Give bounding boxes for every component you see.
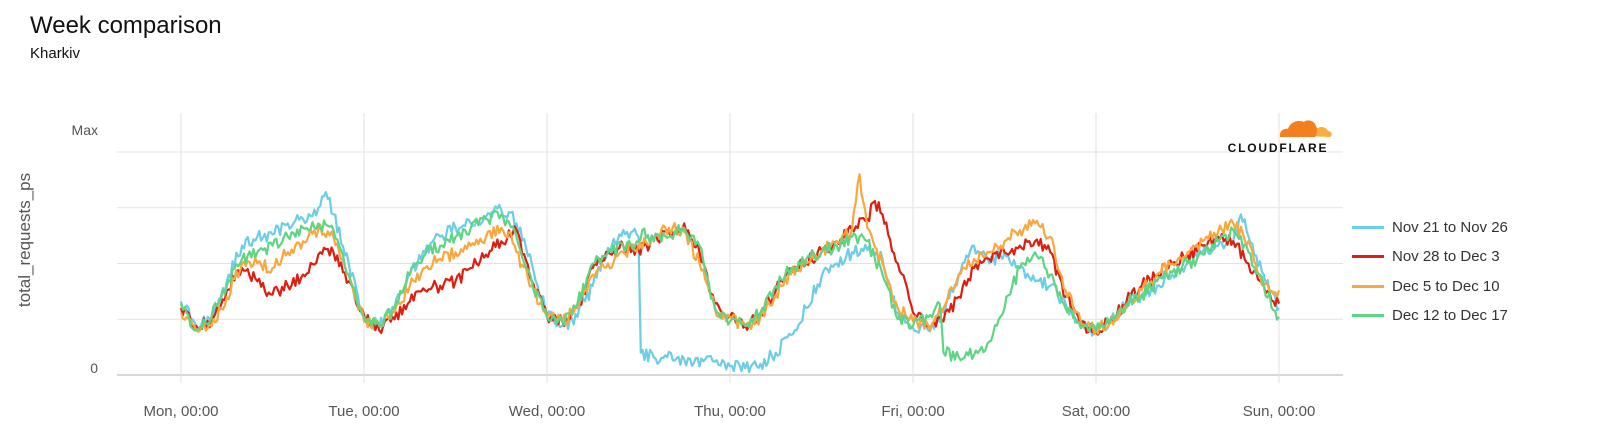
logo-text: CLOUDFLARE xyxy=(1227,141,1329,155)
y-axis-label: total_requests_ps xyxy=(10,140,40,340)
x-tick-label: Tue, 00:00 xyxy=(328,403,400,420)
series-lines xyxy=(179,173,1281,374)
y-axis-label-text: total_requests_ps xyxy=(15,172,34,308)
legend-swatch xyxy=(1352,225,1384,229)
legend-swatch xyxy=(1352,314,1384,317)
legend-item[interactable]: Nov 21 to Nov 26 xyxy=(1352,213,1508,241)
chart-subtitle: Kharkiv xyxy=(30,45,81,62)
grid xyxy=(117,113,1343,383)
x-tick-label: Fri, 00:00 xyxy=(881,403,945,420)
legend-item[interactable]: Nov 28 to Dec 3 xyxy=(1352,243,1508,271)
y-tick-max: Max xyxy=(71,122,98,138)
x-tick-label: Sat, 00:00 xyxy=(1061,403,1131,420)
cloud-icon xyxy=(1279,120,1332,137)
chart-title: Week comparison xyxy=(30,12,222,39)
chart-legend: Nov 21 to Nov 26 Nov 28 to Dec 3 Dec 5 to … xyxy=(1352,213,1508,331)
x-tick-label: Wed, 00:00 xyxy=(508,403,586,420)
legend-item[interactable]: Dec 5 to Dec 10 xyxy=(1352,272,1508,300)
legend-label: Dec 5 to Dec 10 xyxy=(1392,277,1500,295)
x-tick-label: Thu, 00:00 xyxy=(694,403,766,420)
series-line xyxy=(179,209,1280,362)
x-tick-label: Sun, 00:00 xyxy=(1242,403,1316,420)
x-tick-label: Mon, 00:00 xyxy=(143,403,219,420)
legend-label: Nov 28 to Dec 3 xyxy=(1392,248,1500,265)
legend-label: Nov 21 to Nov 26 xyxy=(1392,218,1508,236)
legend-swatch xyxy=(1352,284,1384,288)
y-tick-zero: 0 xyxy=(90,360,98,376)
legend-label: Dec 12 to Dec 17 xyxy=(1392,307,1508,324)
legend-swatch xyxy=(1352,255,1384,258)
cloudflare-logo: CLOUDFLARE xyxy=(1222,114,1334,156)
legend-item[interactable]: Dec 12 to Dec 17 xyxy=(1352,302,1508,330)
